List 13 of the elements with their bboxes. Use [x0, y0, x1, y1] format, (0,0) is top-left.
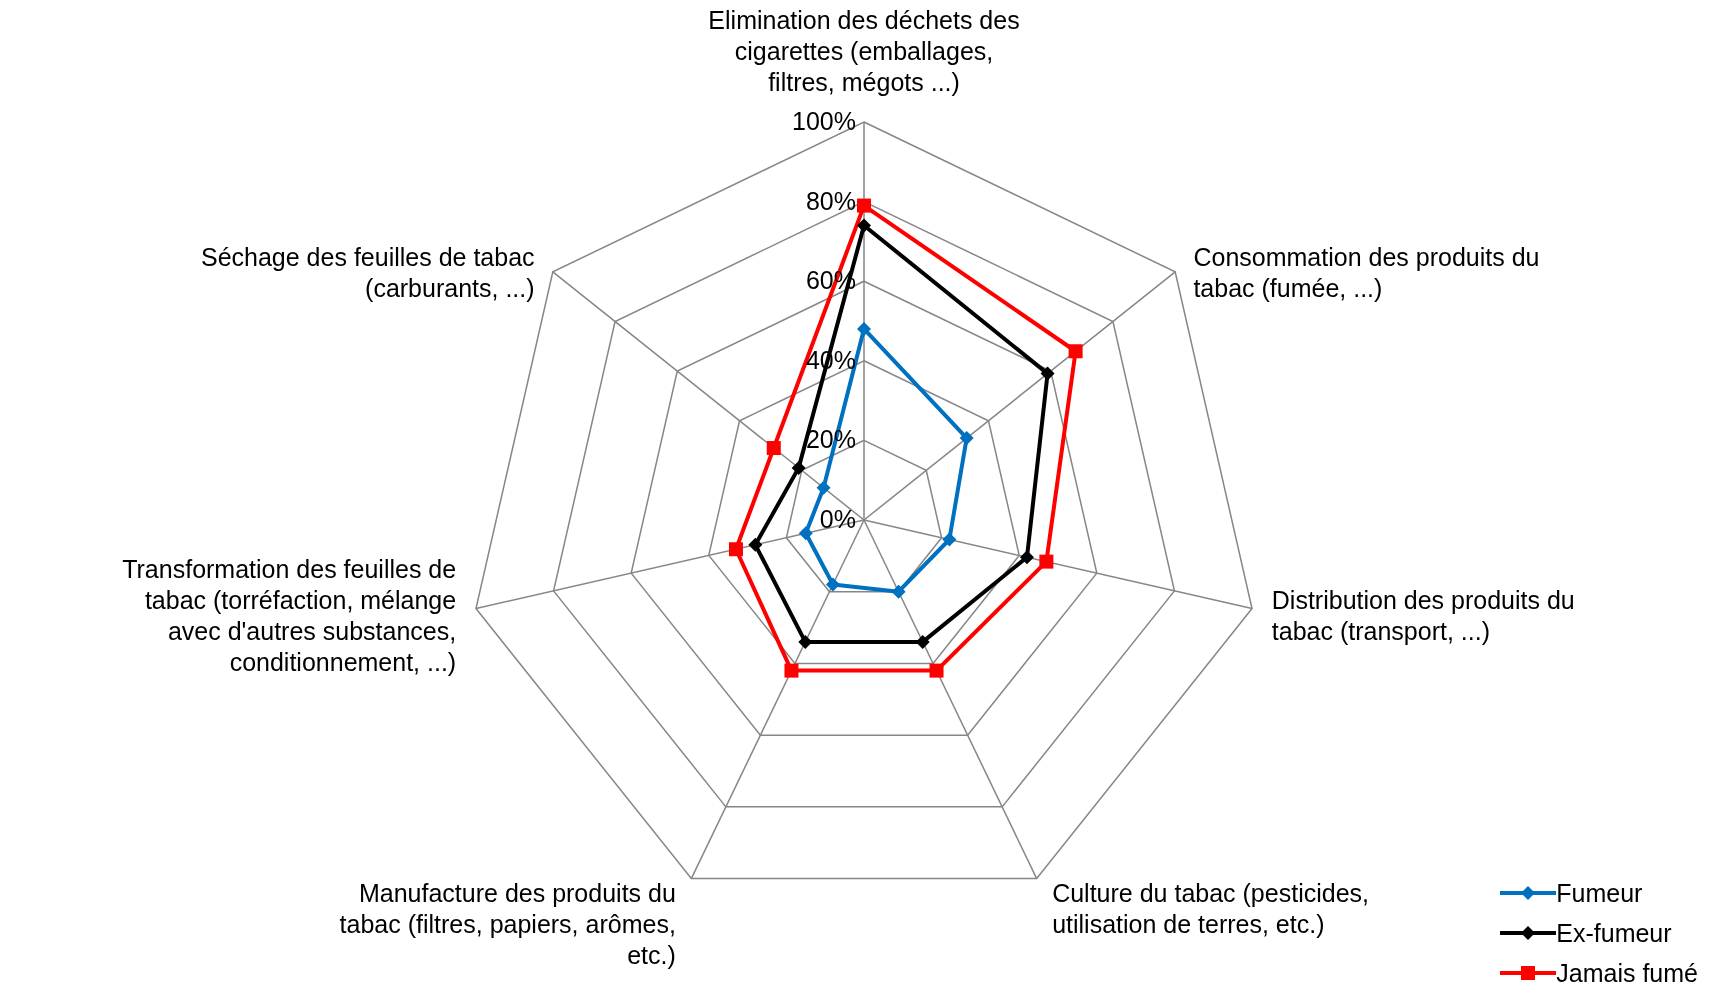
spoke-label: Consommation des produits du tabac (fumée, ...) [1193, 242, 1540, 302]
spoke-label: Séchage des feuilles de tabac (carburants, ...) [201, 242, 535, 302]
spoke-label: Transformation des feuilles de tabac (torréfaction, mélange avec d'autres substances, conditionnement, ...) [122, 555, 457, 677]
y-tick-label: 0% [819, 505, 856, 533]
spoke-label: Distribution des produits du tabac (transport, ...) [1271, 586, 1575, 646]
spoke-label: Culture du tabac (pesticides, utilisation de terres, etc.) [1052, 879, 1369, 939]
spoke-label: Elimination des déchets des cigarettes (emballages, filtres, mégots ...) [708, 5, 1020, 96]
spoke-label: Manufacture des produits du tabac (filtres, papiers, arômes, etc.) [339, 879, 676, 970]
legend-label: Fumeur [1556, 878, 1643, 908]
y-tick-label: 80% [805, 186, 856, 215]
y-tick-label: 100% [792, 107, 856, 135]
legend-label: Jamais fumé [1556, 958, 1698, 988]
legend-label: Ex-fumeur [1556, 918, 1672, 948]
